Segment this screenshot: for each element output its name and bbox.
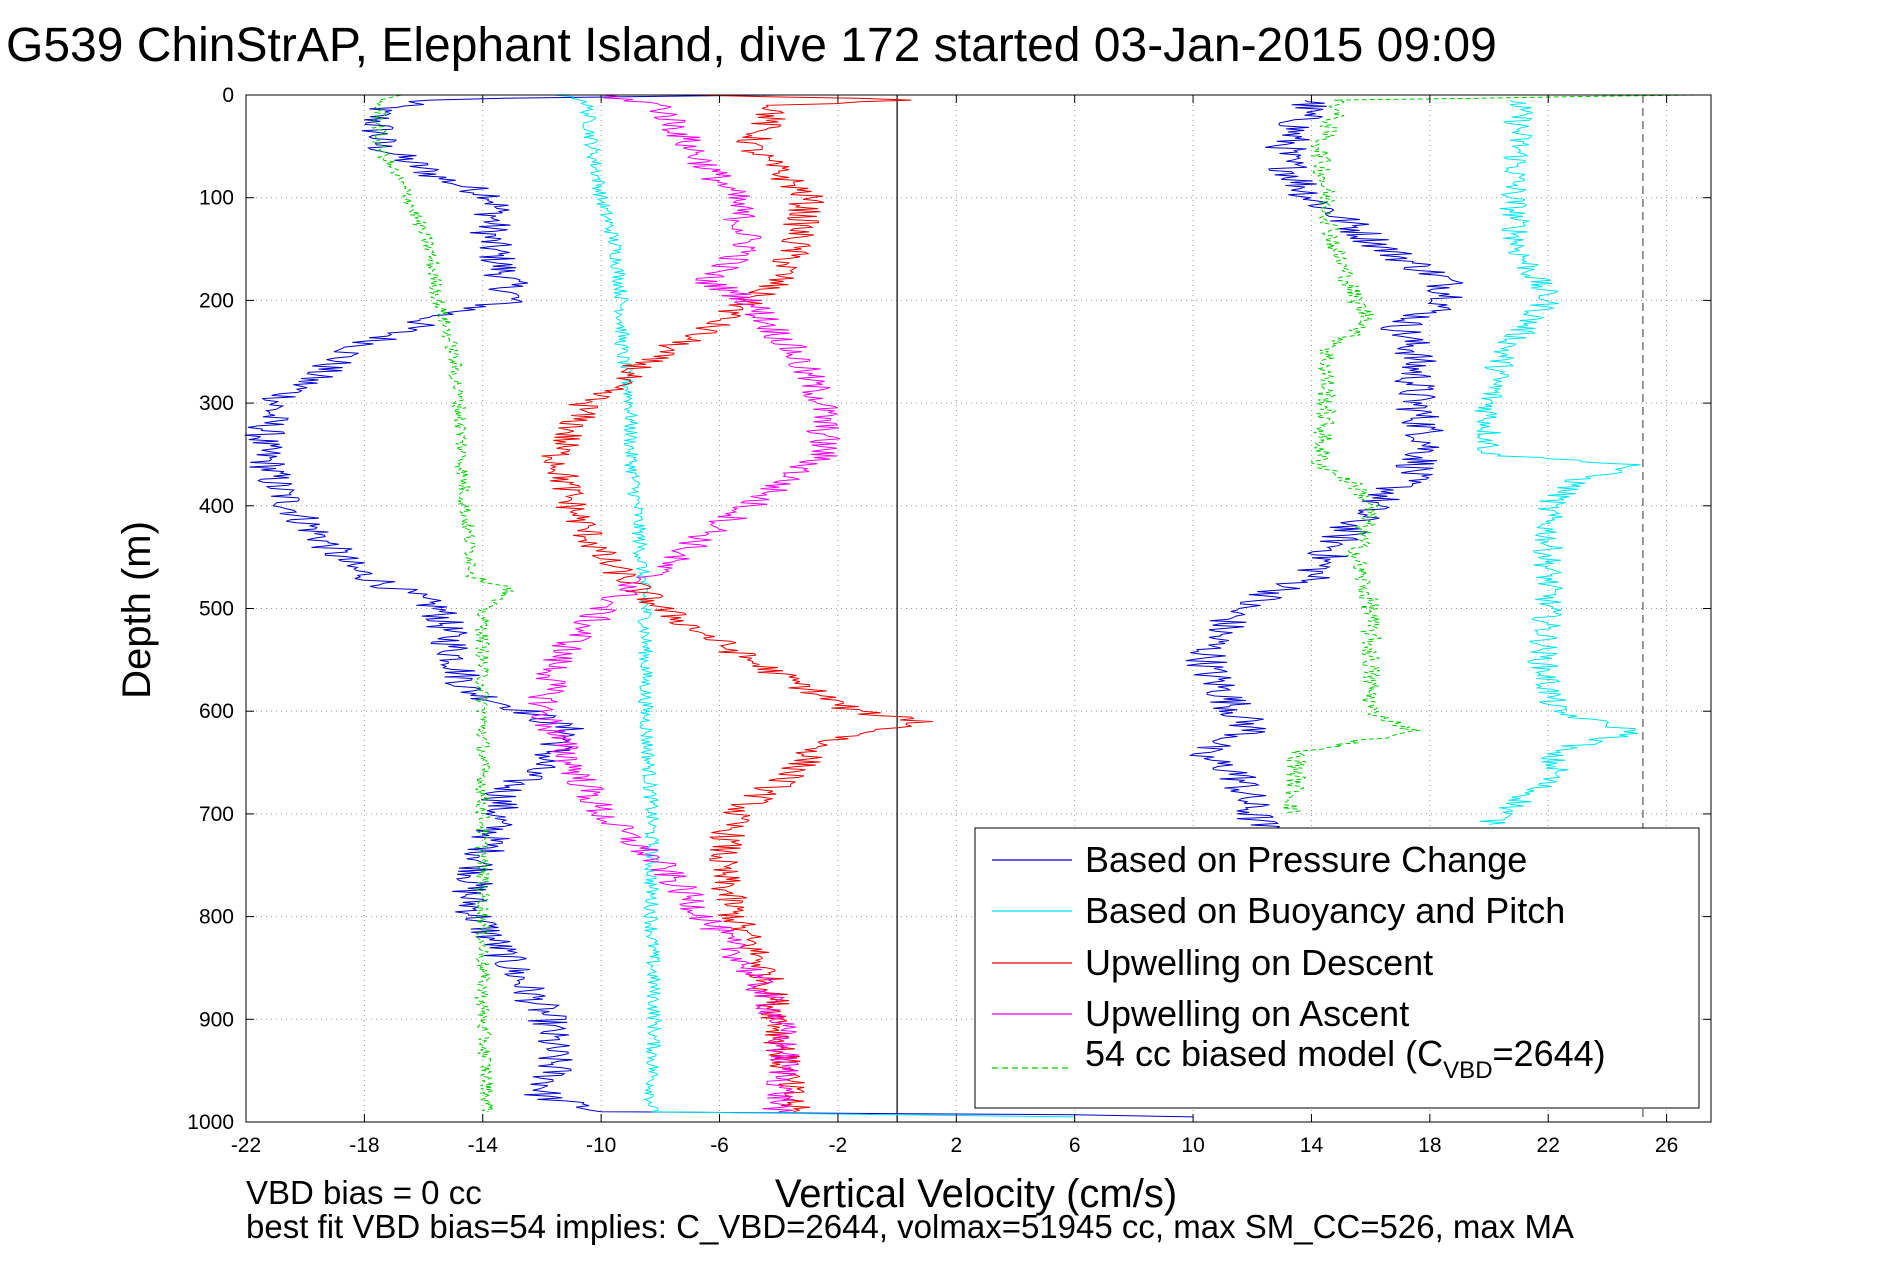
x-tick-label: 2 — [950, 1134, 962, 1157]
series-group — [244, 94, 1695, 1118]
y-tick-label: 200 — [199, 289, 234, 312]
y-tick-label: 700 — [199, 803, 234, 826]
series-line-upwelling_ascent — [528, 94, 840, 1113]
series-line-buoyancy_ascent — [1474, 99, 1641, 825]
x-tick-label: 6 — [1069, 1134, 1081, 1157]
y-tick-label: 600 — [199, 700, 234, 723]
x-tick-label: 18 — [1418, 1134, 1441, 1157]
y-tick-label: 800 — [199, 906, 234, 929]
legend-label-upwelling-ascent: Upwelling on Ascent — [1085, 993, 1409, 1034]
legend-model-end: =2644) — [1493, 1033, 1606, 1074]
x-tick-label: -22 — [231, 1134, 261, 1157]
x-tick-label: -10 — [586, 1134, 616, 1157]
y-tick-label: 500 — [199, 598, 234, 621]
y-tick-label: 0 — [222, 84, 234, 107]
legend: Based on Pressure Change Based on Buoyan… — [974, 827, 1700, 1109]
x-tick-label: 26 — [1655, 1134, 1678, 1157]
legend-model-sub: VBD — [1443, 1057, 1492, 1084]
legend-box — [974, 827, 1700, 1109]
series-line-model_ascent — [1282, 94, 1695, 815]
footer-best-fit: best fit VBD bias=54 implies: C_VBD=2644… — [246, 1208, 1574, 1245]
x-tick-label: 10 — [1181, 1134, 1204, 1157]
y-tick-label: 400 — [199, 495, 234, 518]
series-line-pressure_descent — [244, 94, 1194, 1118]
y-tick-label: 900 — [199, 1008, 234, 1031]
legend-label-model: 54 cc biased model (CVBD=2644) — [1085, 1033, 1606, 1084]
series-line-upwelling_descent — [541, 94, 933, 1113]
legend-label-buoyancy: Based on Buoyancy and Pitch — [1085, 890, 1565, 931]
series-line-buoyancy_descent — [553, 94, 1075, 1118]
reference-lines — [896, 95, 1644, 1122]
y-tick-label: 300 — [199, 392, 234, 415]
series-line-pressure_ascent — [1185, 99, 1464, 835]
x-tick-label: -6 — [710, 1134, 729, 1157]
x-tick-label: 14 — [1300, 1134, 1324, 1157]
legend-label-pressure: Based on Pressure Change — [1085, 839, 1527, 880]
series-line-model_descent — [370, 94, 514, 1113]
y-axis-label: Depth (m) — [115, 521, 159, 699]
chart-title: G539 ChinStrAP, Elephant Island, dive 17… — [6, 19, 1497, 72]
x-tick-label: -14 — [468, 1134, 499, 1157]
y-tick-label: 1000 — [187, 1111, 234, 1134]
y-tick-label: 100 — [199, 187, 234, 210]
legend-label-upwelling-descent: Upwelling on Descent — [1085, 942, 1433, 983]
legend-model-main: 54 cc biased model (C — [1085, 1033, 1443, 1074]
x-tick-label: -18 — [349, 1134, 379, 1157]
x-tick-label: 22 — [1537, 1134, 1560, 1157]
x-tick-label: -2 — [829, 1134, 848, 1157]
footer-vbd-bias: VBD bias = 0 cc — [246, 1174, 482, 1211]
ticks: -22 -18 -14 -10 -6 -2 2 6 10 14 18 22 26010020030040… — [187, 84, 1711, 1157]
x-axis-label: Vertical Velocity (cm/s) — [775, 1172, 1177, 1216]
